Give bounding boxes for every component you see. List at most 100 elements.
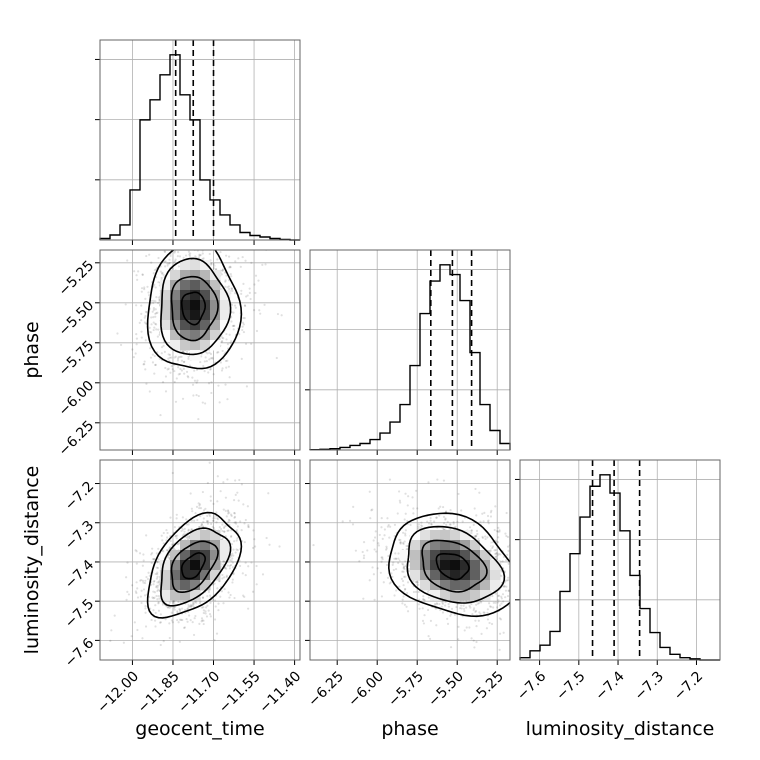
scatter-point [402, 563, 405, 566]
scatter-point [175, 517, 178, 520]
scatter-point [495, 551, 498, 555]
scatter-point [170, 365, 173, 368]
scatter-point [197, 256, 200, 259]
scatter-point [173, 380, 176, 384]
scatter-point [179, 618, 182, 621]
scatter-point [167, 367, 170, 370]
scatter-point [154, 308, 157, 311]
scatter-point [163, 246, 165, 248]
scatter-point [200, 606, 204, 609]
scatter-point [142, 588, 146, 591]
scatter-point [228, 511, 231, 514]
scatter-point [191, 383, 195, 386]
panel-background [520, 460, 720, 660]
scatter-point [140, 304, 143, 307]
joint-phase_vs_geocent_time [95, 246, 301, 455]
scatter-point [167, 556, 170, 559]
joint-content [312, 478, 510, 651]
scatter-point [200, 523, 203, 526]
scatter-point [362, 554, 366, 557]
panels: −12.00−11.85−11.70−11.55−11.40 −6.25−6.00… [56, 39, 721, 716]
scatter-point [247, 565, 250, 568]
scatter-point [181, 618, 184, 622]
density-cell [410, 540, 421, 551]
scatter-point [124, 303, 127, 306]
scatter-point [222, 560, 226, 563]
scatter-point [155, 586, 158, 589]
contour-line [170, 540, 219, 594]
scatter-point [202, 611, 205, 615]
scatter-point [136, 587, 139, 590]
scatter-point [251, 546, 255, 550]
scatter-point [227, 365, 230, 368]
scatter-point [477, 619, 480, 622]
scatter-point [144, 579, 147, 582]
scatter-point [223, 530, 226, 533]
scatter-point [209, 352, 213, 356]
density-cell [430, 530, 441, 541]
scatter-point [151, 547, 154, 550]
scatter-point [230, 316, 233, 319]
scatter-point [255, 329, 259, 333]
scatter-point [193, 601, 196, 604]
scatter-point [208, 515, 212, 518]
density-cell [160, 560, 171, 571]
density-cell [200, 290, 211, 301]
scatter-point [134, 590, 138, 593]
scatter-point [499, 553, 502, 556]
scatter-point [158, 621, 162, 624]
scatter-point [201, 596, 205, 599]
scatter-point [202, 509, 206, 512]
scatter-point [166, 531, 169, 535]
contour-line [160, 527, 232, 607]
scatter-point [153, 579, 156, 583]
scatter-point [198, 506, 201, 510]
scatter-point [438, 602, 441, 606]
scatter-point [422, 598, 425, 601]
scatter-point [341, 520, 344, 523]
scatter-point [155, 296, 158, 299]
density-cell [190, 590, 201, 601]
scatter-point [486, 520, 490, 523]
density-cell [400, 550, 411, 561]
scatter-point [468, 626, 471, 629]
scatter-point [189, 252, 192, 255]
scatter-point [217, 351, 220, 354]
scatter-point [386, 576, 390, 579]
scatter-point [154, 312, 157, 315]
scatter-point [204, 402, 207, 405]
x-tick-label: −7.2 [671, 668, 706, 703]
scatter-point [494, 555, 497, 559]
scatter-point [229, 513, 233, 516]
scatter-point [152, 597, 155, 600]
scatter-point [211, 356, 214, 359]
contour-line [180, 552, 207, 580]
scatter-point [506, 553, 509, 556]
scatter-point [109, 639, 112, 642]
scatter-point [252, 309, 256, 312]
scatter-point [456, 520, 459, 523]
scatter-point [148, 294, 151, 297]
scatter-point [251, 590, 255, 593]
scatter-point [406, 581, 410, 584]
scatter-point [486, 536, 489, 539]
scatter-point [168, 606, 171, 610]
scatter-point [462, 604, 465, 607]
histogram-geocent_time [99, 54, 300, 241]
scatter-point [198, 525, 201, 529]
scatter-point [444, 601, 447, 604]
scatter-point [450, 612, 453, 616]
scatter-point [399, 541, 402, 544]
scatter-point [488, 602, 491, 605]
density-cell [200, 280, 211, 291]
scatter-point [187, 606, 190, 609]
y-tick-label: −6.25 [56, 418, 98, 460]
scatter-point [142, 581, 145, 584]
scatter-point [200, 620, 203, 623]
scatter-point [221, 367, 224, 370]
scatter-point [144, 368, 147, 371]
scatter-point [144, 297, 147, 300]
scatter-point [380, 517, 383, 520]
scatter-point [206, 520, 209, 523]
density-cell [450, 580, 461, 591]
